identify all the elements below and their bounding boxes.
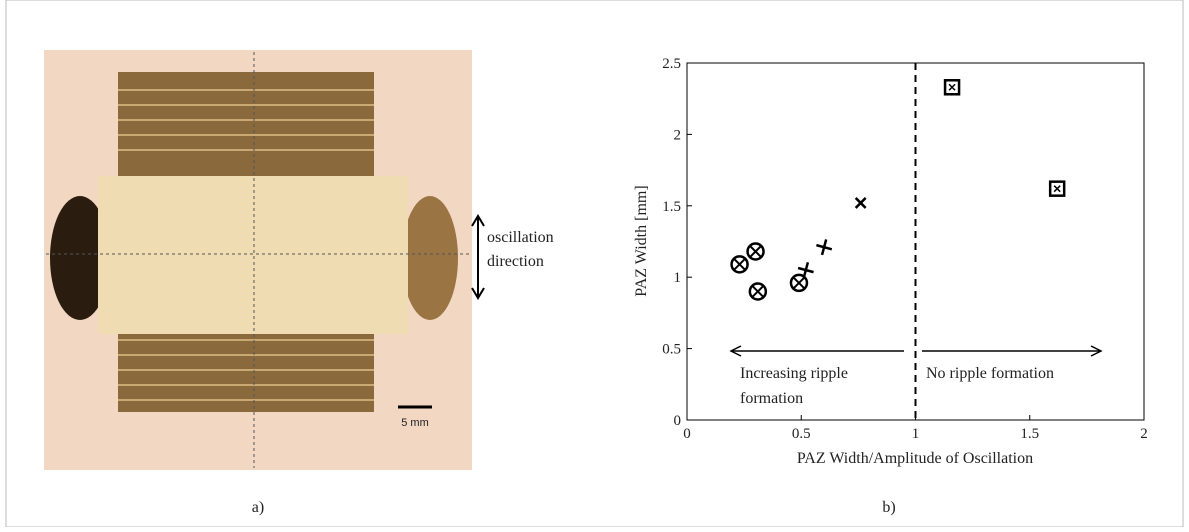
y-tick-label: 1 [674, 270, 682, 286]
data-point [816, 239, 833, 256]
marker-part [1053, 185, 1061, 193]
y-axis-label: PAZ Width [mm] [633, 185, 650, 296]
x-tick-label: 0 [683, 426, 691, 442]
marker-part [1048, 180, 1066, 197]
marker-part [748, 282, 768, 301]
annotation: Increasing ripple [740, 365, 848, 382]
data-point [748, 282, 768, 301]
x-tick-label: 0.5 [792, 426, 811, 442]
marker-part [733, 258, 746, 271]
annotation: formation [740, 390, 803, 407]
y-tick-label: 2.5 [662, 56, 681, 72]
marker-part [751, 285, 765, 298]
x-tick-label: 2 [1140, 426, 1148, 442]
y-tick-label: 2 [674, 127, 682, 143]
caption: a) [252, 499, 264, 516]
marker-part [746, 242, 765, 261]
direction-label: oscillation [487, 229, 554, 246]
x-tick-label: 1 [912, 426, 920, 442]
data-point [730, 255, 749, 274]
marker-part [749, 245, 762, 258]
marker-part [943, 79, 961, 96]
direction-arrow [471, 214, 485, 300]
marker-part [816, 239, 833, 256]
x-tick-label: 1.5 [1020, 426, 1039, 442]
data-point [854, 197, 867, 209]
data-point [943, 79, 961, 96]
photo [44, 50, 472, 470]
marker-part [792, 276, 806, 290]
scale-label: 5 mm [401, 417, 429, 429]
y-tick-label: 1.5 [662, 199, 681, 215]
ripple-arrows [729, 345, 1103, 357]
caption: b) [882, 499, 895, 516]
data-point [1048, 180, 1066, 197]
y-tick-label: 0.5 [662, 342, 681, 358]
marker-part [797, 262, 814, 279]
marker-part [789, 273, 809, 293]
direction-label: direction [487, 253, 544, 270]
marker-part [730, 255, 749, 274]
marker-part [948, 83, 956, 91]
marker-part [854, 197, 867, 209]
annotation: No ripple formation [926, 365, 1054, 382]
data-point [789, 273, 809, 293]
data-point [746, 242, 765, 261]
data-point [797, 262, 814, 279]
y-tick-label: 0 [674, 413, 682, 429]
x-axis-label: PAZ Width/Amplitude of Oscillation [797, 450, 1033, 467]
